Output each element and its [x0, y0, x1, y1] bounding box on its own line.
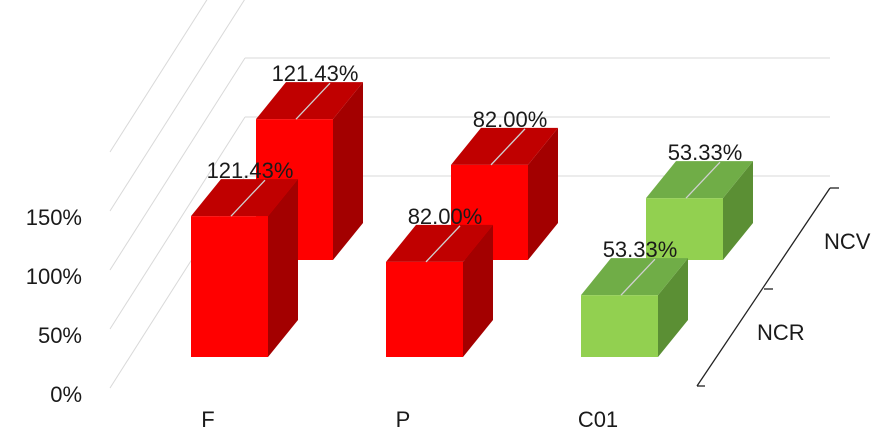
bar-side [463, 224, 493, 357]
series-label: NCV [824, 229, 871, 254]
label-leader-line [490, 128, 526, 166]
bar-side [333, 82, 363, 260]
data-label: 82.00% [473, 107, 548, 132]
axes: 0% 50% 100% 150% F P C01 NCR NCV [26, 187, 871, 432]
bar-side [268, 179, 298, 357]
x-category-label: P [396, 407, 411, 432]
gridline-diagonal [109, 0, 208, 153]
label-leader-line [685, 161, 721, 199]
bar [386, 224, 493, 357]
x-category-label: F [201, 407, 214, 432]
label-leader-line [230, 179, 266, 217]
bar-top [451, 127, 558, 165]
bar-top [646, 161, 753, 199]
series-label: NCR [757, 320, 805, 345]
x-category-label: C01 [578, 407, 618, 432]
bar-side [658, 258, 688, 357]
bar-front [646, 198, 723, 260]
data-label: 82.00% [408, 204, 483, 229]
bar-top [386, 224, 493, 262]
data-label: 121.43% [272, 61, 359, 86]
data-labels: 121.43% 82.00% 53.33% 121.43% 82.00% 53.33% [207, 61, 743, 262]
bar-top [191, 179, 298, 217]
bar [191, 179, 298, 357]
bar-side [528, 127, 558, 260]
y-tick-label: 0% [50, 382, 82, 407]
bar-top [256, 82, 363, 120]
bars [191, 82, 753, 357]
data-label: 121.43% [207, 158, 294, 183]
bar-front [581, 295, 658, 357]
data-label: 53.33% [668, 140, 743, 165]
bar-front [386, 261, 463, 357]
bar-front [191, 216, 268, 357]
gridline-diagonal [109, 116, 246, 330]
label-leader-line [620, 258, 656, 296]
bar [581, 258, 688, 357]
y-tick-label: 100% [26, 264, 82, 289]
y-tick-label: 50% [38, 323, 82, 348]
data-label: 53.33% [603, 237, 678, 262]
gridline-diagonal [109, 57, 246, 271]
gridline-diagonal [109, 0, 245, 212]
label-leader-line [295, 82, 331, 120]
bar-top [581, 258, 688, 296]
label-leader-line [425, 225, 461, 263]
bar-side [723, 161, 753, 260]
y-tick-label: 150% [26, 205, 82, 230]
depth-axis-line [696, 187, 831, 387]
bar [646, 161, 753, 260]
